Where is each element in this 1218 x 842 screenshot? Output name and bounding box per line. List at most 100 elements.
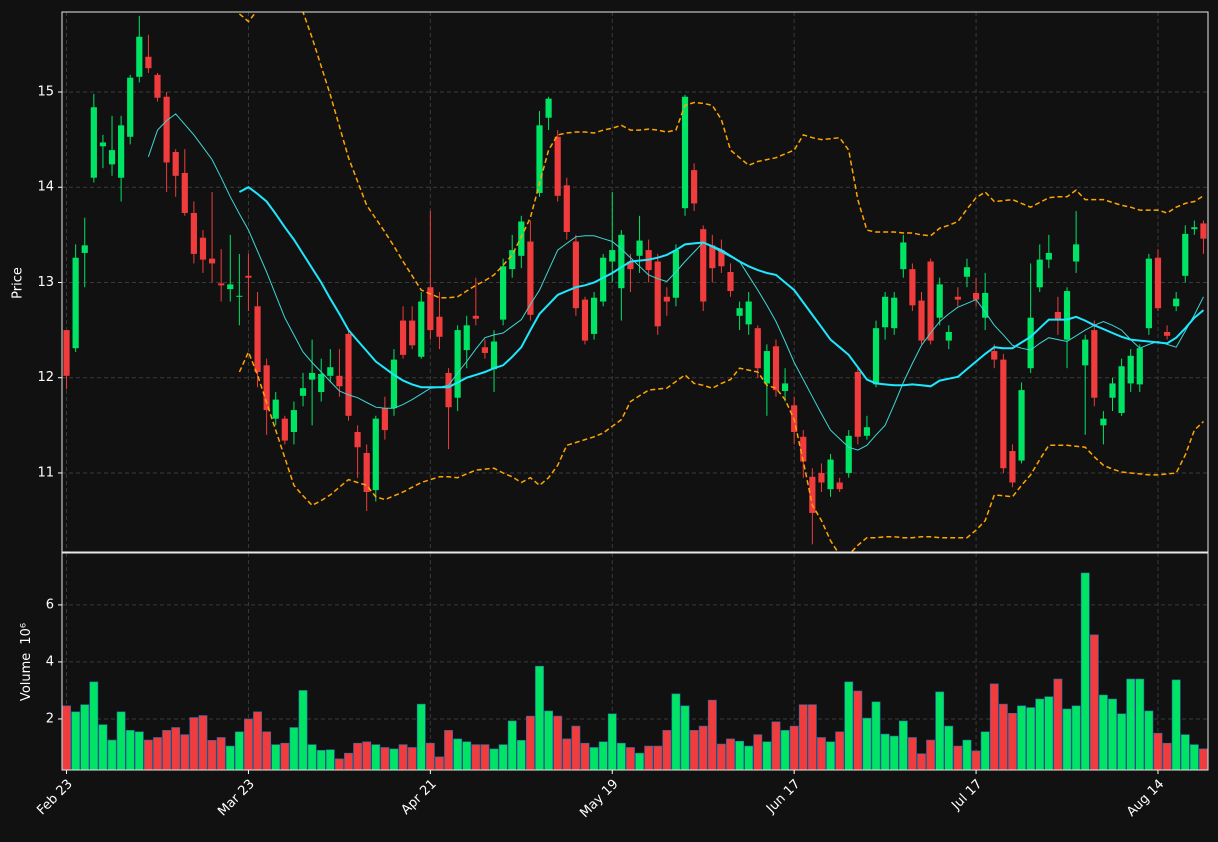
volume-bar: [626, 747, 635, 771]
candle-body: [1018, 390, 1025, 461]
line-series: [238, 350, 1205, 552]
candle-body: [1182, 233, 1189, 276]
volume-bar: [389, 748, 399, 771]
candle-body: [481, 347, 489, 353]
candle-body: [745, 301, 752, 325]
volume-bar: [1035, 698, 1045, 771]
volume-bar: [244, 718, 253, 771]
candle-body: [208, 258, 216, 264]
volume-bar: [225, 745, 235, 771]
volume-bar: [1153, 732, 1163, 771]
volume-bar: [116, 711, 126, 771]
candle-body: [718, 250, 725, 267]
volume-bar: [917, 753, 926, 771]
volume-bar: [717, 743, 726, 771]
volume-bar: [989, 683, 999, 771]
candle-body: [218, 283, 225, 286]
volume-bar: [862, 717, 872, 771]
y-tick-label: 15: [37, 85, 54, 100]
volume-bar: [325, 749, 335, 771]
candle-body: [572, 241, 579, 309]
candle-body: [145, 56, 152, 69]
candle-body: [909, 269, 916, 306]
candle-body: [863, 427, 871, 436]
candle-body: [72, 257, 79, 349]
volume-offset: 10⁶: [19, 623, 34, 645]
candle-body: [472, 315, 479, 319]
candle-body: [882, 296, 889, 328]
volume-bar: [289, 727, 299, 771]
volume-bar: [935, 691, 945, 771]
volume-bar: [571, 725, 581, 771]
y-tick-label: 14: [37, 180, 54, 195]
volume-bar: [1099, 694, 1108, 771]
candle-body: [118, 125, 125, 178]
volume-bar: [353, 742, 362, 771]
candle-body: [1136, 348, 1143, 385]
volume-bar: [971, 750, 981, 771]
candle-body: [772, 346, 780, 391]
candle-body: [363, 452, 370, 492]
volume-bar: [234, 731, 244, 771]
candle-body: [236, 295, 243, 297]
volume-bar: [1053, 678, 1063, 771]
volume-bar: [789, 725, 799, 771]
volume-bar: [1126, 678, 1136, 771]
candle-body: [1009, 451, 1016, 483]
volume-bar: [498, 744, 508, 771]
volume-bar: [371, 744, 381, 771]
candle-body: [345, 333, 352, 416]
volume-bar: [544, 710, 553, 771]
volume-bar: [680, 705, 690, 771]
candle-body: [1036, 259, 1043, 288]
candle-body: [763, 351, 770, 384]
candle-body: [681, 96, 689, 209]
volume-bar: [589, 747, 599, 771]
candle-body: [736, 308, 743, 316]
volume-label: Volume: [19, 653, 34, 701]
volume-bar: [817, 737, 826, 771]
volume-bar: [307, 744, 317, 771]
candle-body: [190, 212, 197, 254]
volume-bar: [771, 721, 781, 771]
y-tick-label: 12: [37, 370, 54, 385]
volume-bar: [180, 734, 190, 771]
candle-body: [490, 341, 498, 370]
volume-bar: [826, 741, 835, 771]
volume-bar: [807, 704, 817, 771]
candle-body: [918, 300, 925, 341]
volume-bar: [762, 741, 772, 771]
candle-body: [600, 257, 607, 302]
candle-body: [381, 408, 388, 431]
candle-body: [563, 185, 570, 232]
y-tick-label: 2: [46, 711, 54, 726]
volume-bar: [516, 740, 526, 771]
candle-body: [527, 241, 534, 315]
volume-bar: [80, 704, 90, 771]
candle-body: [445, 372, 452, 408]
volume-bar: [316, 750, 326, 771]
candle-body: [454, 330, 461, 398]
volume-bar: [407, 747, 417, 771]
candle-body: [827, 459, 834, 490]
candle-body: [1163, 332, 1171, 336]
candle-body: [1027, 317, 1034, 369]
volume-bar: [998, 703, 1008, 771]
candle-body: [936, 284, 943, 318]
candle-body: [781, 383, 789, 392]
volume-bar: [435, 756, 444, 771]
volume-bar: [944, 725, 954, 771]
volume-bar: [616, 742, 626, 771]
volume-bar: [662, 730, 672, 771]
y-tick-label: 6: [46, 597, 54, 612]
volume-bar: [1189, 744, 1199, 771]
candle-body: [290, 410, 298, 432]
candle-body: [199, 237, 207, 260]
candle-body: [945, 332, 952, 341]
candle-body: [900, 242, 907, 270]
volume-bar: [553, 715, 563, 771]
candle-body: [500, 266, 507, 320]
volume-bar: [425, 742, 435, 771]
volume-bar: [698, 725, 708, 771]
candle-body: [1109, 383, 1116, 398]
